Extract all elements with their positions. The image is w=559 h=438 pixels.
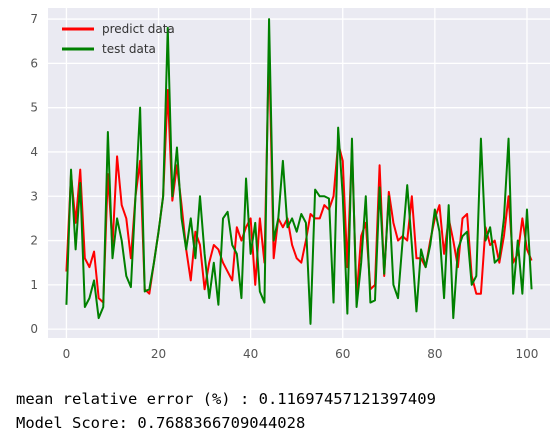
y-tick-label: 7 [30, 12, 38, 26]
legend-label-test: test data [102, 42, 156, 56]
x-tick-label: 80 [427, 347, 442, 361]
model-score-output: Model Score: 0.7688366709044028 [16, 414, 306, 432]
x-tick-label: 20 [151, 347, 166, 361]
x-tick-label: 100 [516, 347, 539, 361]
x-tick-labels: 0 20 40 60 80 100 [63, 347, 539, 361]
y-tick-label: 6 [30, 56, 38, 70]
line-chart: 0 20 40 60 80 100 0 1 2 3 4 5 6 7 predict data test d… [30, 8, 550, 361]
y-tick-label: 3 [30, 189, 38, 203]
mean-relative-error-output: mean relative error (%) : 0.116974571213… [16, 390, 436, 408]
y-tick-label: 2 [30, 234, 38, 248]
x-tick-label: 60 [335, 347, 350, 361]
series-lines [65, 18, 533, 325]
legend: predict data test data [62, 22, 175, 56]
y-tick-labels: 0 1 2 3 4 5 6 7 [30, 12, 38, 336]
legend-label-predict: predict data [102, 22, 175, 36]
y-tick-label: 1 [30, 278, 38, 292]
series-line-test [65, 18, 533, 325]
x-tick-label: 40 [243, 347, 258, 361]
y-tick-label: 4 [30, 145, 38, 159]
y-tick-label: 0 [30, 322, 38, 336]
x-tick-label: 0 [63, 347, 71, 361]
y-tick-label: 5 [30, 101, 38, 115]
